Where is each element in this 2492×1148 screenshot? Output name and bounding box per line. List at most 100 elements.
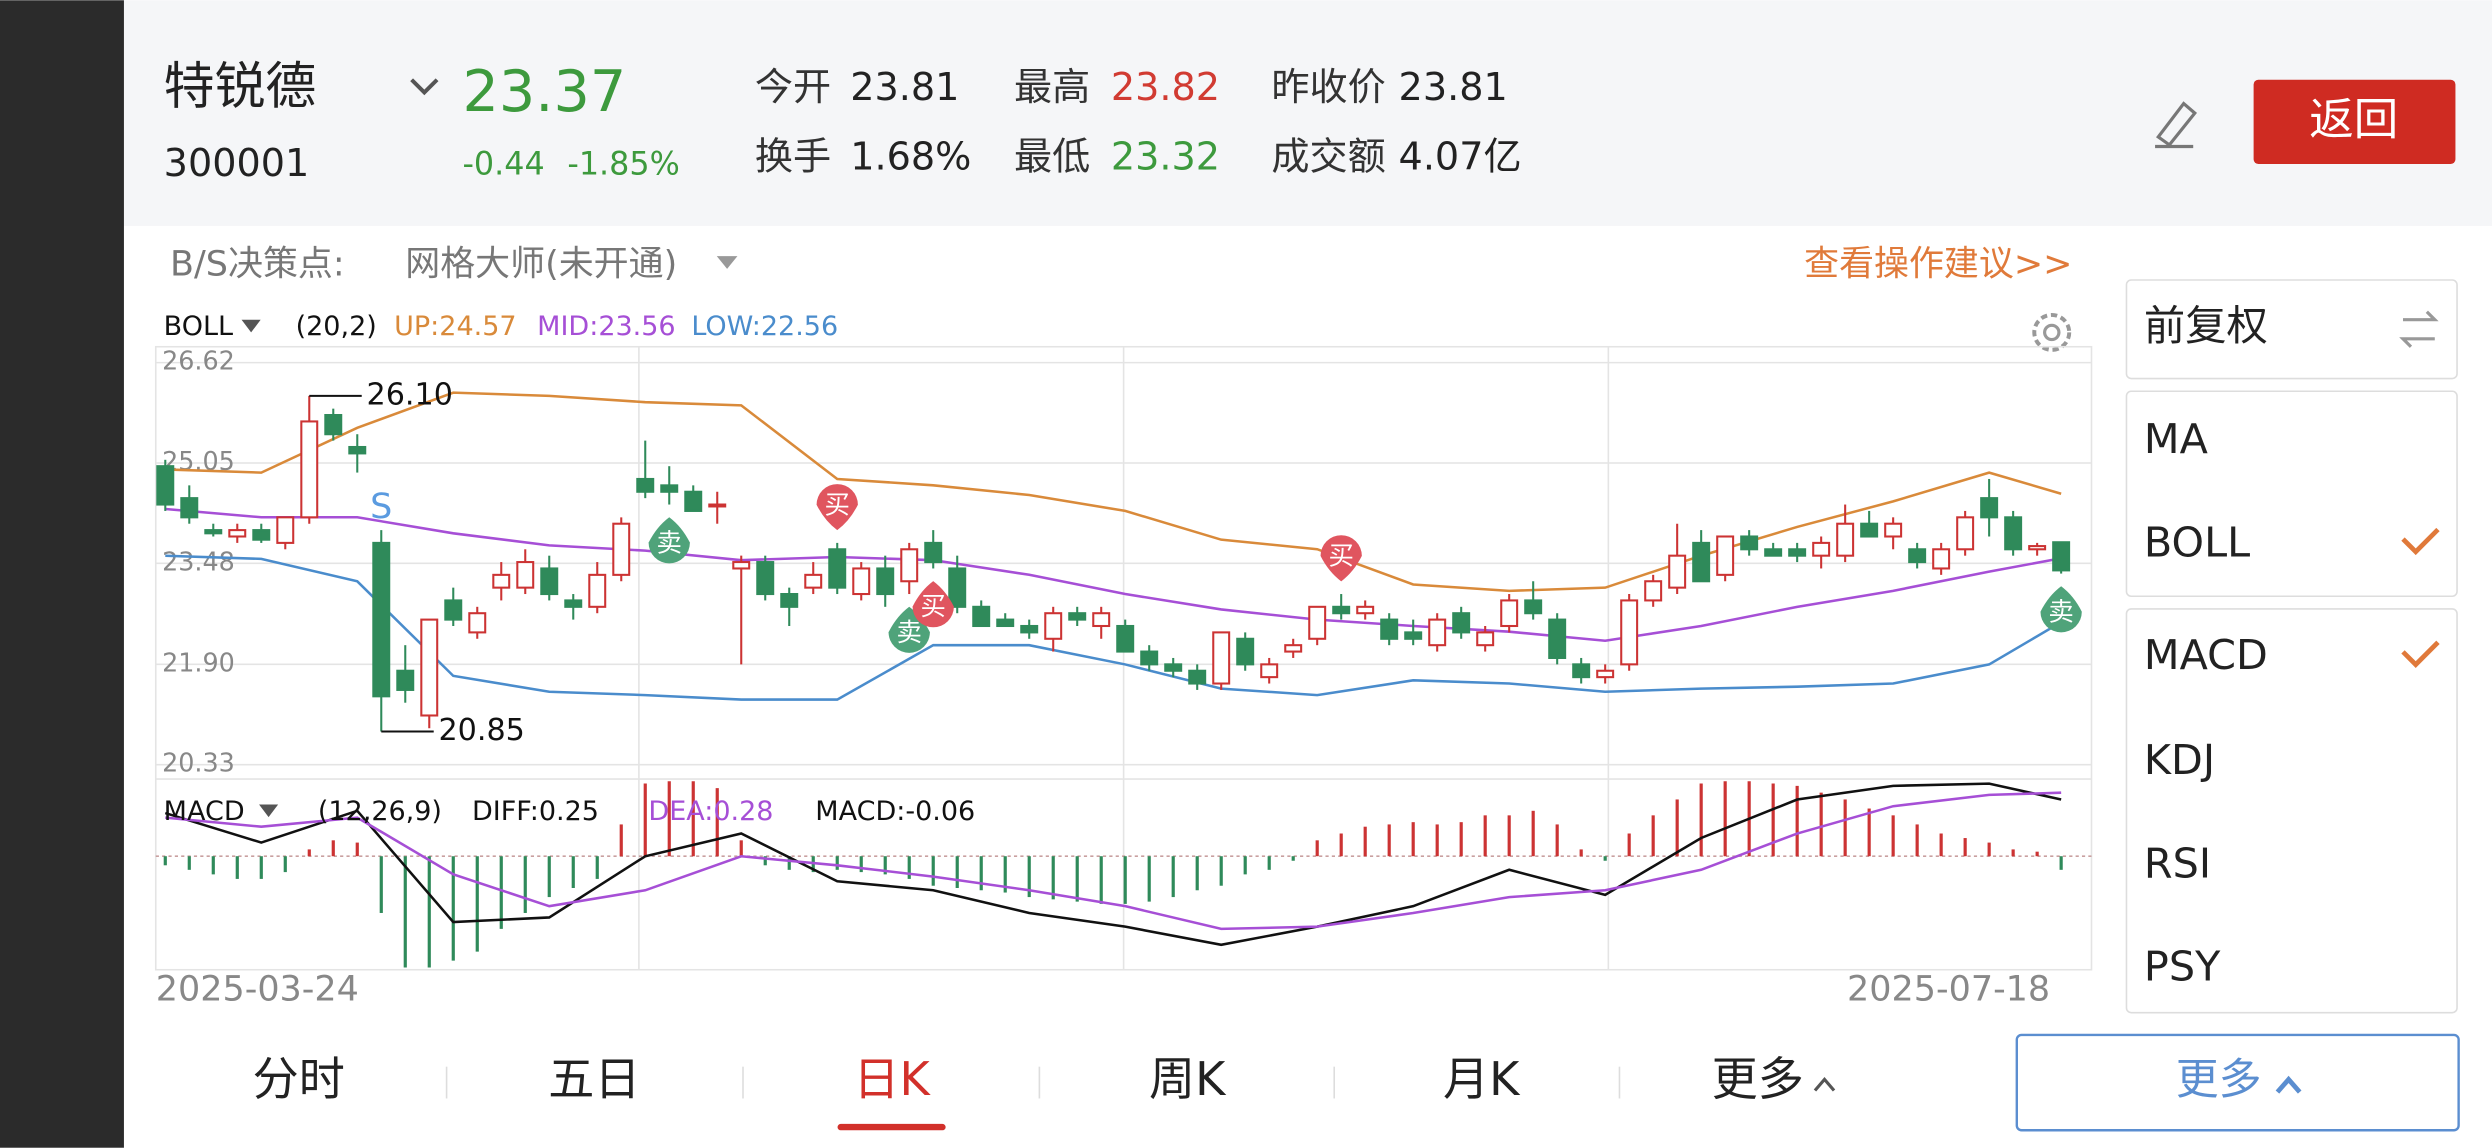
candle-body — [1188, 669, 1207, 685]
indicator-option[interactable]: MACD — [2144, 631, 2268, 679]
dropdown[interactable] — [716, 256, 738, 269]
grid-master[interactable]: 网格大师(未开通) — [405, 245, 677, 285]
back-button[interactable] — [2253, 79, 2456, 164]
chevron[interactable] — [410, 78, 439, 96]
candle-body — [420, 618, 439, 717]
stat-label: 成交额 — [1271, 135, 1385, 179]
candle-body — [2004, 516, 2023, 551]
candle-body — [300, 420, 319, 519]
adjust-box[interactable] — [2125, 279, 2458, 380]
candle-body — [1068, 612, 1087, 621]
tab[interactable]: 更多 — [1712, 1052, 1804, 1106]
candle-body — [540, 567, 559, 596]
back-label[interactable]: 返回 — [2309, 95, 2398, 146]
candle-body — [1092, 612, 1111, 628]
signal-badge — [2040, 586, 2082, 633]
legend-mid: MID:23.56 — [537, 311, 675, 342]
tab[interactable]: 五日 — [548, 1052, 640, 1106]
candle-body — [1860, 522, 1879, 538]
caret[interactable] — [2275, 1075, 2302, 1094]
indicator-option[interactable]: KDJ — [2144, 736, 2215, 784]
indicator-option[interactable]: RSI — [2144, 839, 2211, 887]
candle-body — [204, 529, 223, 535]
candle-body — [276, 516, 295, 544]
stat-value: 23.81 — [1399, 65, 1508, 109]
tab[interactable]: 分时 — [253, 1052, 345, 1106]
candle-body — [1404, 631, 1423, 640]
candle-body — [516, 561, 535, 589]
candle-body — [1812, 541, 1831, 557]
candle-body — [444, 599, 463, 621]
candle-body — [492, 573, 511, 589]
candle-body — [1116, 624, 1135, 653]
candle-body — [468, 612, 487, 634]
candle-body — [972, 605, 991, 628]
indicator-option[interactable]: MA — [2144, 415, 2208, 463]
dropdown[interactable] — [259, 804, 279, 818]
candle-body — [1548, 618, 1567, 659]
candle-body — [996, 618, 1015, 628]
candle-body — [636, 477, 655, 493]
candle-body — [948, 567, 967, 608]
more-label[interactable]: 更多 — [2176, 1055, 2262, 1105]
macd-legend: DEA:0.28 — [648, 796, 773, 827]
tab[interactable]: 日K — [853, 1052, 931, 1106]
advice-link[interactable]: 查看操作建议>> — [1804, 245, 2072, 285]
y-tick-label: 26.62 — [162, 346, 235, 376]
stat-label: 换手 — [755, 135, 831, 179]
candle-body — [1692, 541, 1711, 583]
indicator-menu: MA BOLL MACD KDJ RSI PSY — [2144, 415, 2440, 991]
adjust-label[interactable]: 前复权 — [2144, 302, 2268, 350]
tab[interactable]: 月K — [1443, 1052, 1521, 1106]
tab[interactable]: 周K — [1149, 1052, 1227, 1106]
candle-body — [2028, 545, 2047, 551]
candle-body — [780, 593, 799, 608]
dropdown[interactable] — [241, 319, 261, 333]
edit-icon[interactable] — [2155, 101, 2198, 149]
legend-low: LOW:22.56 — [691, 311, 838, 342]
more-button[interactable] — [2015, 1033, 2460, 1132]
candle-body — [684, 490, 703, 512]
candle-body — [828, 548, 847, 589]
signal-text: 卖 — [657, 527, 682, 557]
candle-body — [1332, 605, 1351, 615]
signal-text: 买 — [1328, 540, 1353, 570]
candle-body — [1644, 580, 1663, 602]
macd-legend: (12,26,9) — [318, 796, 442, 827]
candle-body — [1260, 663, 1279, 679]
boll-line — [165, 507, 2062, 643]
candle-body — [1236, 637, 1255, 666]
candle-body — [1956, 516, 1975, 551]
candle-body — [1908, 548, 1927, 564]
macd-legend[interactable]: MACD — [164, 796, 245, 827]
y-tick-label: 21.90 — [162, 647, 235, 677]
stat-value: 1.68% — [850, 135, 971, 179]
candle-body — [252, 529, 271, 541]
indicator-option[interactable]: PSY — [2144, 943, 2221, 991]
macd-legend: MACD:-0.06 — [815, 796, 975, 827]
candle-body — [732, 561, 751, 570]
stat-value: 23.32 — [1111, 135, 1220, 179]
signal-badge — [816, 484, 858, 531]
tab-caret[interactable] — [1813, 1076, 1836, 1092]
switch-icon[interactable] — [2399, 310, 2439, 348]
tabs: 分时 五日 日K 周K 月K 更多 — [253, 1052, 1836, 1131]
change-pct: -1.85% — [567, 147, 679, 183]
gear-hub[interactable] — [2043, 323, 2061, 342]
candle-body — [1380, 618, 1399, 640]
candle-body — [156, 465, 175, 506]
candle-body — [588, 573, 607, 608]
candle-body — [1524, 599, 1543, 615]
indicator-option[interactable]: BOLL — [2144, 518, 2250, 566]
indicator-name[interactable]: BOLL — [164, 311, 233, 342]
macd-legend: DIFF:0.25 — [472, 796, 599, 827]
signal-text: 买 — [921, 591, 946, 621]
signal-badge — [648, 517, 690, 564]
plot: 26.6225.0523.4821.9020.3326.1020.85S卖买卖买… — [154, 346, 2093, 971]
candle-body — [1044, 612, 1063, 640]
candle-body — [900, 548, 919, 583]
candle-body — [660, 484, 679, 493]
candle-body — [924, 541, 943, 564]
